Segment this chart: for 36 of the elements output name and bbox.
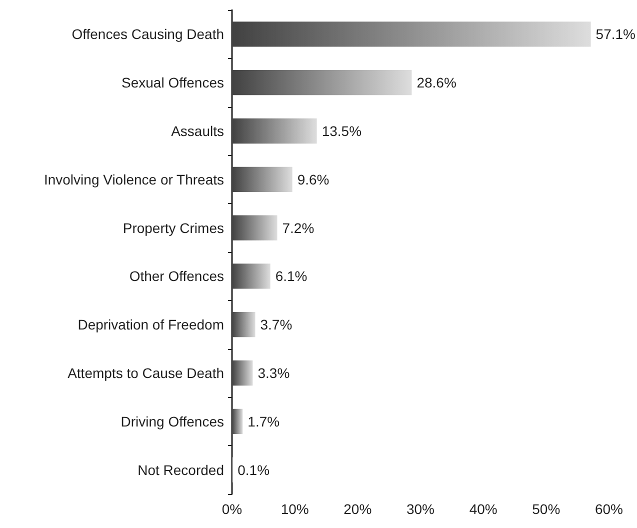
bar — [232, 118, 317, 144]
x-tick-label: 40% — [469, 501, 498, 517]
bar — [232, 166, 292, 192]
data-label: 0.1% — [238, 462, 270, 478]
bar — [232, 215, 278, 240]
x-tick-label: 10% — [280, 501, 309, 517]
data-label: 3.7% — [260, 316, 292, 333]
y-tick-label: Driving Offences — [120, 413, 224, 430]
x-tick-label: 50% — [532, 501, 560, 517]
bar — [232, 360, 253, 386]
data-label: 7.2% — [282, 220, 314, 236]
y-tick-label: Attempts to Cause Death — [68, 365, 224, 381]
data-label: 3.3% — [258, 365, 290, 381]
y-tick-label: Deprivation of Freedom — [78, 316, 224, 333]
bar — [232, 264, 270, 289]
bar — [232, 70, 412, 96]
y-tick-label: Not Recorded — [138, 462, 224, 478]
y-tick-label: Sexual Offences — [122, 74, 224, 91]
data-label: 28.6% — [416, 74, 456, 91]
data-label: 57.1% — [596, 26, 636, 42]
x-tick-label: 60% — [594, 501, 624, 517]
data-label: 13.5% — [322, 123, 362, 139]
x-tick-label: 0% — [222, 501, 242, 517]
y-tick-label: Property Crimes — [122, 220, 224, 236]
y-tick-label: Involving Violence or Threats — [44, 171, 224, 188]
y-tick-label: Offences Causing Death — [72, 26, 224, 42]
bar — [232, 408, 243, 434]
y-tick-label: Other Offences — [129, 268, 224, 284]
data-label: 1.7% — [248, 413, 280, 430]
y-tick-label: Assaults — [171, 123, 224, 139]
data-label: 6.1% — [275, 268, 308, 284]
bar — [232, 22, 591, 47]
data-label: 9.6% — [297, 171, 330, 188]
x-tick-label: 30% — [406, 501, 435, 517]
bar — [232, 312, 256, 338]
x-tick-label: 20% — [344, 501, 372, 517]
